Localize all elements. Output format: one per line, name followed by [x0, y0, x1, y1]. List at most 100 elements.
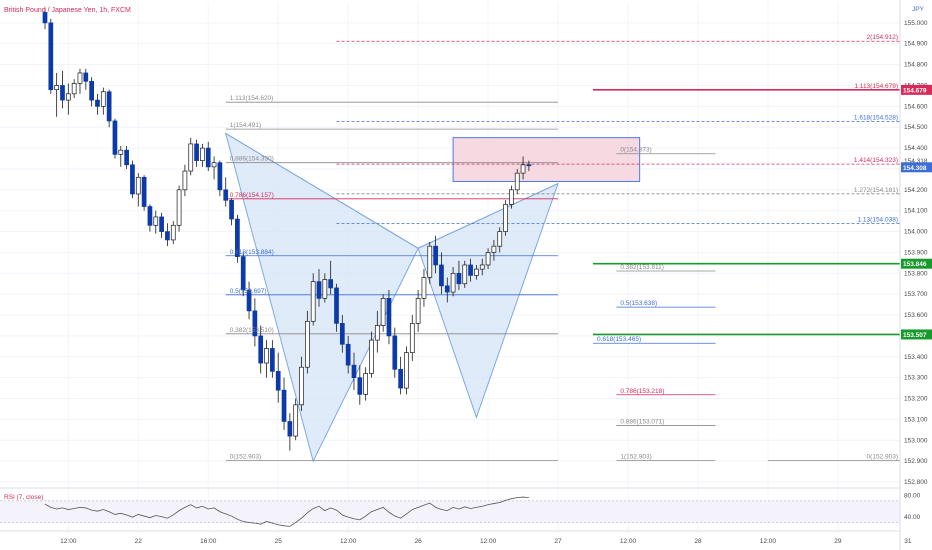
candle-body[interactable] [339, 323, 345, 345]
candle-body[interactable] [188, 143, 194, 172]
candle-body[interactable] [380, 297, 386, 326]
candle-body[interactable] [310, 281, 316, 322]
candle-body[interactable] [147, 206, 153, 226]
time-tick-label: 26 [415, 538, 423, 545]
candle-body[interactable] [77, 72, 83, 84]
prz-box [452, 137, 641, 182]
candle-body[interactable] [439, 264, 444, 287]
candle-body[interactable] [450, 272, 456, 293]
candle-body[interactable] [415, 297, 421, 324]
candle-body[interactable] [287, 421, 293, 437]
candle-body[interactable] [409, 323, 415, 353]
price-badge-label: 154.308 [903, 165, 927, 172]
candle-body[interactable] [479, 264, 485, 270]
candle-body[interactable] [421, 277, 427, 299]
candle-body[interactable] [71, 83, 77, 95]
candle-body[interactable] [322, 279, 328, 299]
candle-body[interactable] [217, 162, 223, 191]
candle-body[interactable] [374, 325, 380, 341]
candle-body[interactable] [526, 164, 532, 167]
candle-body[interactable] [392, 335, 398, 370]
price-tick-label: 154.400 [904, 145, 928, 152]
candle-body[interactable] [194, 143, 199, 161]
candle-body[interactable] [474, 268, 479, 276]
currency-badge: JPY [912, 6, 925, 13]
candle-body[interactable] [106, 91, 112, 122]
time-tick-label: 29 [834, 538, 842, 545]
candle-body[interactable] [83, 72, 89, 82]
candle-body[interactable] [345, 343, 351, 366]
candle-body[interactable] [491, 245, 497, 253]
candle-body[interactable] [60, 85, 65, 101]
candle-body[interactable] [205, 147, 211, 168]
candle-body[interactable] [54, 85, 60, 91]
candle-body[interactable] [252, 310, 258, 337]
candle-body[interactable] [264, 348, 269, 364]
candle-body[interactable] [211, 162, 217, 168]
candle-body[interactable] [48, 22, 54, 91]
candle-body[interactable] [141, 176, 147, 207]
candle-body[interactable] [170, 224, 176, 241]
candle-body[interactable] [357, 377, 363, 395]
candle-body[interactable] [299, 366, 304, 406]
candle-body[interactable] [240, 256, 246, 291]
candle-body[interactable] [135, 176, 141, 195]
candle-body[interactable] [176, 189, 182, 226]
candle-body[interactable] [42, 12, 48, 24]
candle-body[interactable] [509, 189, 514, 205]
price-badge [901, 84, 932, 95]
candle-body[interactable] [159, 216, 164, 232]
candle-body[interactable] [124, 149, 129, 166]
candle-body[interactable] [95, 99, 100, 107]
fib-level-label: 0.382(153.510) [230, 327, 274, 334]
candle-body[interactable] [351, 364, 357, 379]
candle-body[interactable] [328, 279, 334, 289]
candle-body[interactable] [485, 252, 491, 266]
candle-body[interactable] [334, 287, 339, 324]
fib-level-label: 0(152.903) [867, 454, 898, 461]
price-tick-label: 152.900 [904, 458, 928, 465]
candle-body[interactable] [182, 170, 188, 191]
candle-body[interactable] [398, 368, 403, 389]
candle-body[interactable] [427, 245, 433, 278]
candle-body[interactable] [153, 216, 159, 226]
fib-level-label: 1.13(154.038) [858, 217, 898, 224]
candle-body[interactable] [456, 272, 462, 285]
candle-body[interactable] [223, 189, 229, 201]
candle-body[interactable] [404, 352, 409, 389]
candle-body[interactable] [112, 120, 118, 155]
candle-body[interactable] [275, 371, 281, 391]
candle-body[interactable] [363, 373, 368, 395]
candle-body[interactable] [89, 80, 94, 101]
candle-body[interactable] [293, 404, 299, 437]
candle-body[interactable] [503, 204, 508, 232]
candle-body[interactable] [497, 231, 503, 247]
fib-level-label: 0.886(153.071) [620, 418, 664, 425]
candle-body[interactable] [200, 147, 205, 161]
fib-level-label: 0.786(154.157) [230, 192, 274, 199]
candle-body[interactable] [462, 264, 468, 285]
candle-body[interactable] [100, 91, 106, 107]
candle-body[interactable] [165, 231, 170, 241]
candle-body[interactable] [444, 285, 450, 293]
candle-body[interactable] [118, 149, 124, 155]
candle-body[interactable] [130, 164, 135, 195]
candle-body[interactable] [229, 199, 234, 220]
rsi-tick-label: 80.00 [904, 492, 921, 499]
candle-body[interactable] [305, 320, 310, 368]
candle-body[interactable] [246, 289, 252, 312]
candle-body[interactable] [65, 93, 71, 101]
candle-body[interactable] [520, 164, 526, 174]
candle-body[interactable] [433, 245, 438, 266]
fib-level-label: 1.272(154.181) [854, 187, 898, 194]
candle-body[interactable] [514, 172, 520, 191]
candle-body[interactable] [369, 339, 374, 374]
candle-body[interactable] [281, 389, 287, 422]
candle-body[interactable] [386, 297, 392, 337]
candle-body[interactable] [468, 264, 473, 276]
candle-body[interactable] [258, 335, 264, 364]
candle-body[interactable] [235, 218, 240, 257]
candle-body[interactable] [316, 281, 322, 299]
candle-body[interactable] [270, 348, 275, 372]
